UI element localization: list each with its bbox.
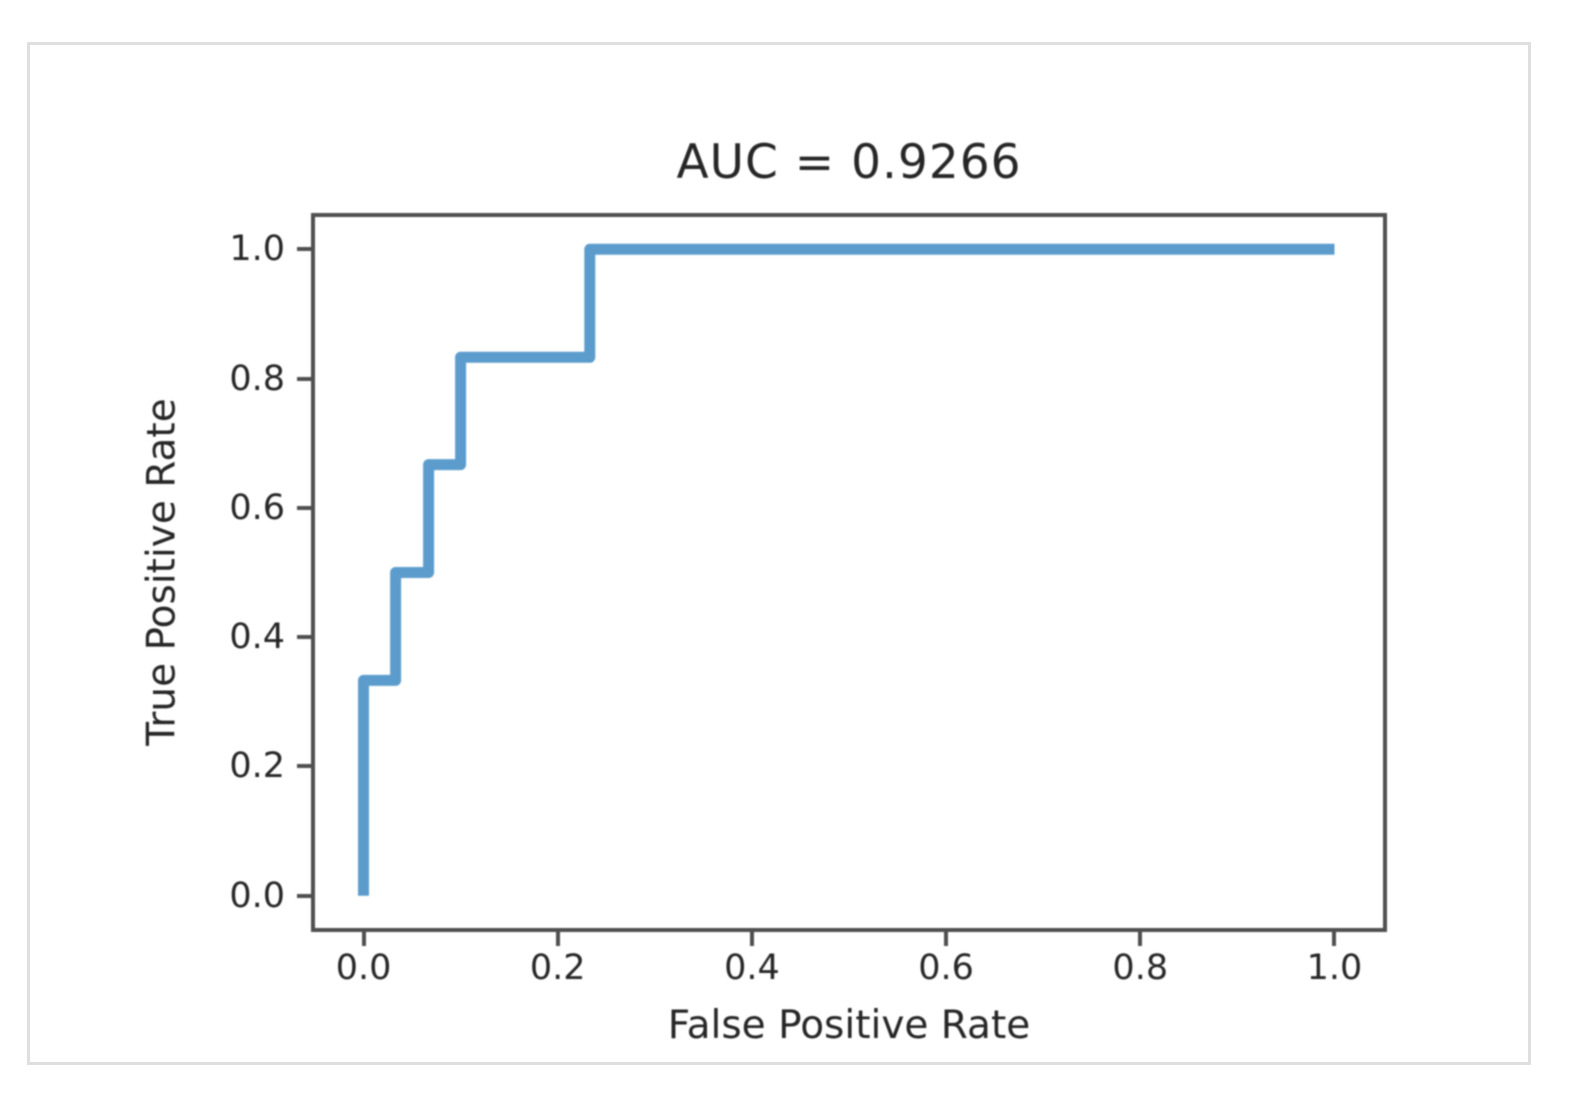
y-tick-label: 1.0 xyxy=(229,229,285,270)
y-tick-label: 0.2 xyxy=(229,746,285,787)
x-tick-label: 0.4 xyxy=(724,948,780,988)
y-tick-mark xyxy=(297,893,311,898)
y-tick-mark xyxy=(297,376,311,381)
y-tick-label: 0.0 xyxy=(229,875,285,916)
x-tick-label: 0.0 xyxy=(335,948,392,988)
x-tick-mark xyxy=(944,932,949,946)
y-tick-mark xyxy=(297,764,311,769)
y-tick-mark xyxy=(297,635,311,640)
roc-curve-svg xyxy=(358,243,1335,896)
x-tick-label: 0.6 xyxy=(918,948,974,988)
x-tick-mark xyxy=(1138,932,1143,946)
y-tick-mark xyxy=(297,505,311,510)
y-tick-label: 0.6 xyxy=(229,487,285,528)
y-tick-mark xyxy=(297,247,311,252)
figure-frame: AUC = 0.9266 0.0 0.2 0.4 0.6 0.8 1.0 0.0 0.2 0.4… xyxy=(27,42,1531,1065)
plot-area xyxy=(311,213,1387,932)
y-axis-label: True Positive Rate xyxy=(139,398,185,746)
x-tick-label: 0.2 xyxy=(529,948,586,988)
x-tick-mark xyxy=(749,932,754,946)
x-tick-label: 0.8 xyxy=(1112,948,1169,988)
figure-canvas: AUC = 0.9266 0.0 0.2 0.4 0.6 0.8 1.0 0.0 0.2 0.4… xyxy=(30,45,1528,1062)
x-tick-mark xyxy=(1332,932,1337,946)
x-axis-label: False Positive Rate xyxy=(667,1003,1031,1048)
y-tick-label: 0.8 xyxy=(229,358,285,399)
y-tick-label: 0.4 xyxy=(229,617,285,658)
x-tick-mark xyxy=(555,932,560,946)
chart-title: AUC = 0.9266 xyxy=(676,135,1022,190)
x-tick-mark xyxy=(361,932,366,946)
roc-curve-line xyxy=(358,243,1335,896)
x-tick-label: 1.0 xyxy=(1306,948,1363,988)
